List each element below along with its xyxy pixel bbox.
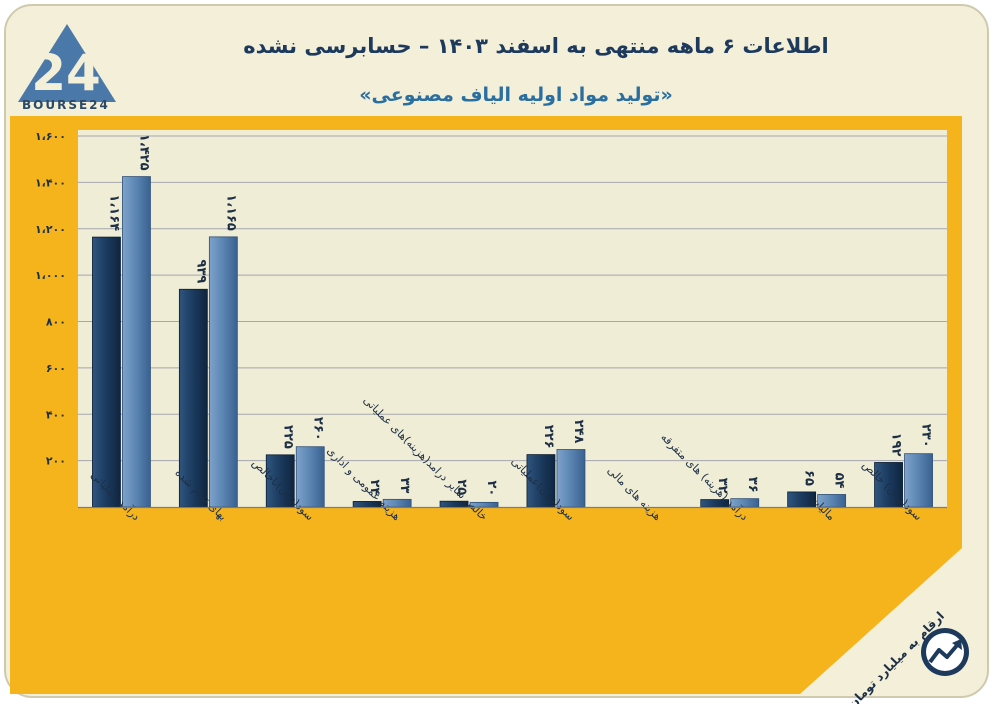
y-tick-label: ۸۰۰ [46,316,66,329]
data-label: ۵۴ [832,473,847,489]
bar [208,236,238,508]
logo-mark: 24 [31,44,101,102]
y-tick-label: ۲۰۰ [46,455,66,468]
page-subtitle: «تولید مواد اولیه الیاف مصنوعی» [359,84,673,106]
data-label: ۲۴ [367,480,382,496]
data-label: ۲۶۰ [310,417,325,441]
data-label: ۶۵ [802,470,817,486]
data-label: ۳۲ [715,478,730,494]
y-tick-label: ۴۰۰ [46,408,66,421]
data-label: ۱،۴۲۵ [136,134,151,171]
data-label: ۲۴۸ [571,420,586,444]
y-tick-label: ۶۰۰ [46,362,66,375]
plot-area [78,130,947,507]
data-label: ۲۲۵ [280,425,295,449]
y-tick-label: ۱،۰۰۰ [35,269,66,282]
y-tick-label: ۱،۲۰۰ [35,223,66,236]
page-title: اطلاعات ۶ ماهه منتهی به اسفند ۱۴۰۳ – حسا… [243,34,829,58]
bar [92,236,121,508]
value-labels: ۱،۱۶۴ ۱،۴۲۵ ۹۳۹ ۱،۱۶۵ ۲۲۵ ۲۶۰ ۲۴ ۳۳ ۲۵ ۲۰ ۲۲۶ ۲۴۸ ۳۲… [106,134,933,496]
data-label: ۱،۱۶۴ [106,194,121,231]
data-label: ۱،۱۶۵ [223,194,238,231]
bar [178,288,208,508]
bar [556,449,586,508]
data-label: ۱۹۲ [889,433,904,457]
bar [295,446,325,508]
bar [122,176,151,508]
bars [92,176,933,508]
trend-up-icon [921,628,969,676]
bourse24-logo: 24 [18,24,116,102]
y-tick-label: ۱،۶۰۰ [35,130,66,143]
bar [265,454,295,508]
data-label: ۹۳۹ [193,259,208,283]
logo-text: BOURSE24 [22,98,110,112]
data-label: ۲۲۶ [541,425,556,449]
data-label: ۳۳ [397,477,412,493]
bar [526,454,556,508]
data-label: ۲۵ [454,479,469,495]
logo-triangle [18,24,116,102]
data-label: ۲۰ [484,480,499,496]
footer-ribbon [800,548,962,694]
data-label: ۳۶ [745,477,760,493]
data-label: ۲۳۰ [919,424,934,448]
y-axis-ticks: ۲۰۰ ۴۰۰ ۶۰۰ ۸۰۰ ۱،۰۰۰ ۱،۲۰۰ ۱،۴۰۰ ۱،۶۰۰ [35,130,66,468]
y-tick-label: ۱،۴۰۰ [35,176,66,189]
